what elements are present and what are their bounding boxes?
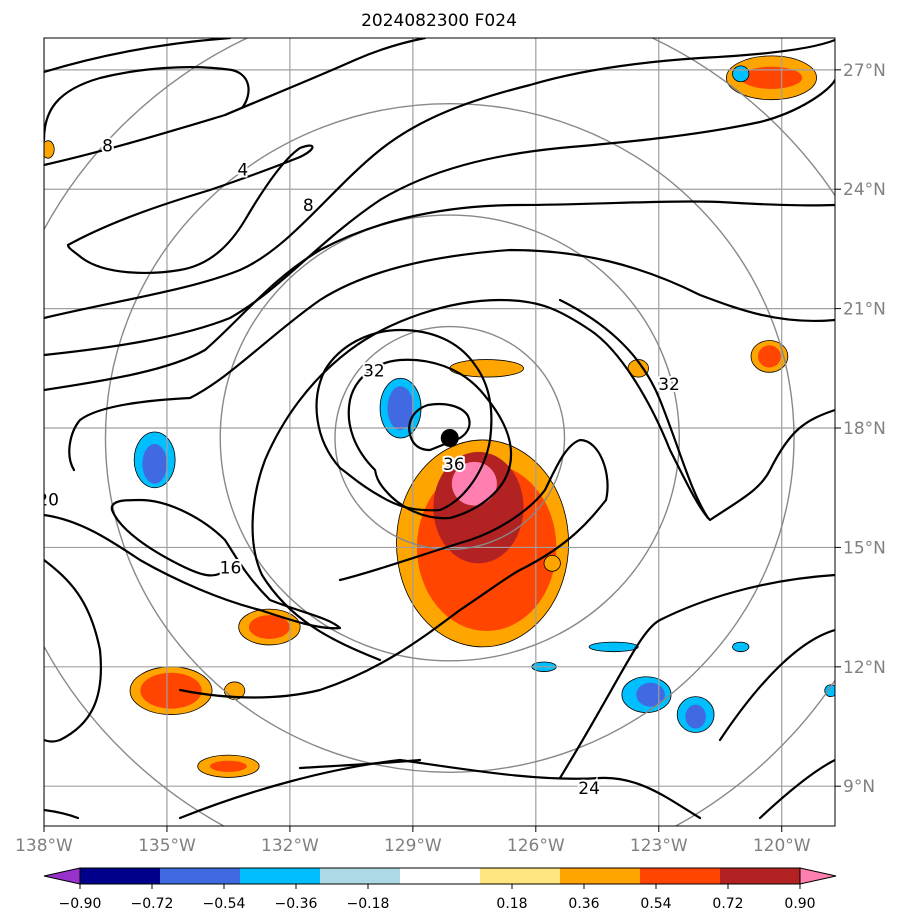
shaded-region	[757, 345, 781, 368]
contour-line	[68, 248, 835, 472]
contour-line	[298, 758, 422, 770]
shaded-region	[732, 65, 750, 83]
range-ring	[219, 214, 680, 662]
lat-tick-label: 15°N	[843, 538, 886, 558]
range-ring	[334, 325, 566, 551]
shaded-region	[140, 672, 202, 709]
colorbar-tick-label: 0.54	[640, 896, 671, 912]
colorbar-extend-high	[799, 867, 837, 885]
colorbar-tick-label: 0.72	[712, 896, 743, 912]
lat-tick-label: 9°N	[843, 777, 875, 797]
contour-line	[44, 38, 427, 167]
map-panel: 4 8 8 16 20 24 32 32 36	[37, 38, 835, 826]
contour-label: 24	[578, 779, 600, 799]
contour-line	[44, 66, 250, 142]
contour-line	[558, 298, 710, 520]
colorbar-swatch	[80, 868, 160, 884]
contour-line	[347, 358, 513, 520]
colorbar-swatch	[400, 868, 480, 884]
colorbar-tick-label: −0.54	[203, 896, 246, 912]
lat-tick-label: 27°N	[843, 61, 886, 81]
colorbar-tick-label: 0.18	[496, 896, 527, 912]
lon-tick-label: 123°W	[630, 836, 688, 856]
contour-line	[178, 438, 609, 699]
colorbar-tick-label: −0.18	[347, 896, 390, 912]
colorbar-tick-label: −0.72	[131, 896, 174, 912]
shaded-region	[142, 443, 167, 484]
contour-label: 4	[237, 160, 248, 180]
lat-lon-grid	[44, 38, 835, 826]
shaded-region	[543, 554, 561, 572]
map-frame	[43, 37, 836, 827]
colorbar: −0.90 −0.72 −0.54 −0.36 −0.18 0.18 0.36 0.54 0.7…	[43, 867, 837, 912]
contour-line	[718, 628, 835, 742]
contour-label: 16	[220, 558, 242, 578]
contour-label: 36	[443, 455, 465, 475]
contour-line	[44, 558, 102, 743]
shaded-region	[732, 641, 750, 653]
contour-label: 32	[658, 375, 680, 395]
shaded-region	[636, 682, 665, 707]
contour-line	[178, 758, 702, 820]
colorbar-tick-label: −0.90	[59, 896, 102, 912]
colorbar-swatch	[320, 868, 400, 884]
contour-line	[44, 498, 342, 630]
colorbar-tick-label: 0.36	[568, 896, 599, 912]
contour-line	[44, 808, 80, 820]
shaded-region	[209, 760, 247, 772]
shaded-region	[44, 140, 55, 159]
range-rings	[44, 38, 835, 826]
shaded-fields	[44, 55, 835, 778]
shaded-region	[685, 704, 706, 729]
lat-tick-label: 24°N	[843, 180, 886, 200]
colorbar-swatch	[560, 868, 640, 884]
chart-title: 2024082300 F024	[361, 11, 517, 31]
colorbar-swatch	[160, 868, 240, 884]
shaded-region	[740, 66, 803, 89]
shaded-region	[248, 615, 290, 639]
range-ring	[104, 102, 795, 773]
colorbar-tick-label: 0.90	[784, 896, 815, 912]
shaded-region	[588, 641, 639, 653]
latitude-axis: 9°N 12°N 15°N 18°N 21°N 24°N 27°N	[835, 61, 886, 797]
lat-tick-label: 21°N	[843, 300, 886, 320]
lat-tick-label: 18°N	[843, 419, 886, 439]
shaded-region	[387, 386, 414, 431]
longitude-axis: 138°W 135°W 132°W 129°W 126°W 123°W 120°W	[15, 826, 811, 856]
contour-line	[558, 573, 835, 780]
colorbar-frame	[79, 867, 801, 885]
colorbar-swatch	[240, 868, 320, 884]
lat-tick-label: 12°N	[843, 658, 886, 678]
contour-lines	[44, 38, 835, 820]
contour-line	[66, 144, 314, 274]
contour-line	[408, 402, 471, 452]
storm-center	[440, 428, 459, 447]
lon-tick-label: 120°W	[753, 836, 811, 856]
lon-tick-label: 126°W	[507, 836, 565, 856]
lon-tick-label: 138°W	[15, 836, 73, 856]
contour-labels: 4 8 8 16 20 24 32 32 36	[37, 134, 682, 801]
contour-line	[44, 38, 835, 320]
lon-tick-label: 132°W	[261, 836, 319, 856]
contour-label: 20	[37, 491, 59, 511]
storm-center-marker	[440, 428, 459, 447]
colorbar-swatch	[640, 868, 720, 884]
colorbar-extend-low	[43, 867, 81, 885]
lon-tick-label: 129°W	[384, 836, 442, 856]
contour-label: 8	[102, 136, 113, 156]
contour-label: 32	[363, 361, 385, 381]
contour-line	[251, 298, 835, 662]
lon-tick-label: 135°W	[138, 836, 196, 856]
contour-line	[44, 200, 835, 392]
contour-label: 8	[303, 196, 314, 216]
contour-line	[315, 328, 493, 512]
colorbar-swatch	[480, 868, 560, 884]
contour-line	[44, 78, 835, 357]
shaded-region	[824, 684, 835, 698]
contour-line	[44, 38, 232, 74]
colorbar-tick-label: −0.36	[275, 896, 318, 912]
contour-line	[758, 758, 835, 820]
colorbar-swatch	[720, 868, 800, 884]
